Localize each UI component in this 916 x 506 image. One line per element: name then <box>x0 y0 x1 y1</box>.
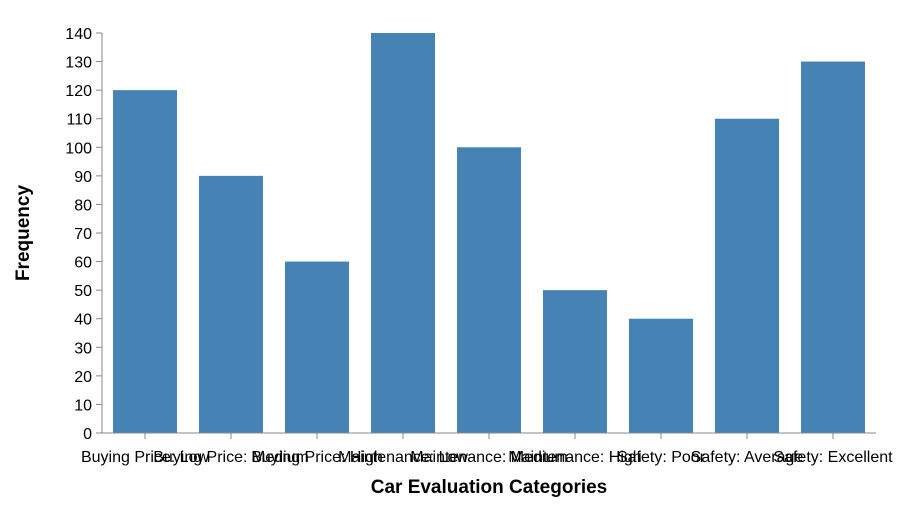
y-tick-label: 30 <box>74 340 92 357</box>
bar <box>284 261 350 433</box>
bar <box>198 175 264 433</box>
bar <box>112 90 178 434</box>
y-tick-label: 120 <box>65 83 92 100</box>
y-tick-label: 50 <box>74 283 92 300</box>
x-tick-label: Maintenance: Low <box>338 449 468 466</box>
y-tick-label: 20 <box>74 369 92 386</box>
x-tick-label: Safety: Poor <box>617 449 706 466</box>
x-tick-label: Maintenance: Medium <box>410 449 567 466</box>
x-tick-label: Buying Price: High <box>251 449 383 466</box>
x-tick-label: Buying Price: Low <box>81 449 210 466</box>
y-axis-title: Frequency <box>13 185 34 282</box>
y-tick-label: 80 <box>74 197 92 214</box>
bar <box>714 118 780 433</box>
y-tick-label: 110 <box>66 112 92 129</box>
bar <box>628 318 694 433</box>
bar <box>456 147 522 434</box>
y-axis: 0 10 20 30 40 50 60 70 80 90 100 110 120 130 140 <box>65 26 103 443</box>
bar <box>370 33 436 433</box>
x-tick-label: Buying Price: Medium <box>153 449 309 466</box>
bars <box>112 33 866 434</box>
bar <box>542 290 608 433</box>
y-tick-label: 90 <box>74 169 92 186</box>
y-tick-label: 100 <box>65 140 92 157</box>
x-tick-label: Maintenance: High <box>508 449 641 466</box>
x-axis-title: Car Evaluation Categories <box>371 477 608 498</box>
y-tick-label: 60 <box>74 255 92 272</box>
y-tick-label: 70 <box>74 226 92 243</box>
y-tick-label: 40 <box>74 312 92 329</box>
y-tick-label: 10 <box>74 397 92 414</box>
y-tick-label: 130 <box>65 55 92 72</box>
y-tick-label: 140 <box>65 26 92 43</box>
x-tick-label: Safety: Excellent <box>773 449 893 466</box>
bar <box>800 61 866 433</box>
x-tick-label: Safety: Average <box>691 449 804 466</box>
y-tick-label: 0 <box>83 426 92 443</box>
